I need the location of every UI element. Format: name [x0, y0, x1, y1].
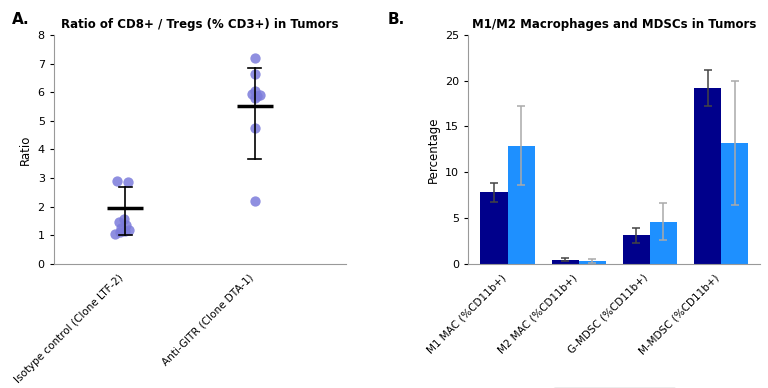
- Point: [247, 90, 259, 97]
- Text: M-MDSC (%CD11b+): M-MDSC (%CD11b+): [637, 272, 721, 356]
- Point: [249, 71, 261, 77]
- Point: [249, 88, 261, 94]
- Bar: [623, 236, 650, 264]
- Text: G-MDSC (%CD11b+): G-MDSC (%CD11b+): [567, 272, 650, 355]
- Point: [114, 229, 126, 236]
- Point: [249, 55, 261, 61]
- Point: [249, 125, 261, 131]
- Text: Anti-GITR (Clone DTA-1): Anti-GITR (Clone DTA-1): [160, 272, 255, 367]
- Bar: [508, 146, 535, 264]
- Bar: [551, 260, 579, 264]
- Point: [108, 231, 121, 237]
- Bar: [721, 143, 748, 264]
- Bar: [579, 261, 606, 264]
- Point: [115, 225, 127, 231]
- Text: Isotype control (Clone LTF-2): Isotype control (Clone LTF-2): [13, 272, 125, 385]
- Point: [112, 219, 124, 225]
- Bar: [650, 222, 677, 264]
- Text: B.: B.: [388, 12, 405, 27]
- Point: [254, 92, 266, 98]
- Title: M1/M2 Macrophages and MDSCs in Tumors: M1/M2 Macrophages and MDSCs in Tumors: [472, 18, 756, 31]
- Text: A.: A.: [12, 12, 29, 27]
- Text: M1 MAC (%CD11b+): M1 MAC (%CD11b+): [425, 272, 508, 355]
- Point: [119, 228, 131, 234]
- Point: [251, 94, 263, 100]
- Bar: [481, 192, 508, 264]
- Point: [118, 217, 130, 223]
- Point: [249, 198, 261, 204]
- Title: Ratio of CD8+ / Tregs (% CD3+) in Tumors: Ratio of CD8+ / Tregs (% CD3+) in Tumors: [61, 18, 339, 31]
- Y-axis label: Percentage: Percentage: [427, 116, 439, 183]
- Point: [111, 178, 124, 184]
- Point: [249, 95, 261, 101]
- Point: [121, 179, 134, 185]
- Point: [123, 227, 135, 233]
- Point: [121, 222, 133, 228]
- Y-axis label: Ratio: Ratio: [19, 134, 32, 165]
- Bar: [694, 88, 721, 264]
- Text: M2 MAC (%CD11b+): M2 MAC (%CD11b+): [496, 272, 579, 355]
